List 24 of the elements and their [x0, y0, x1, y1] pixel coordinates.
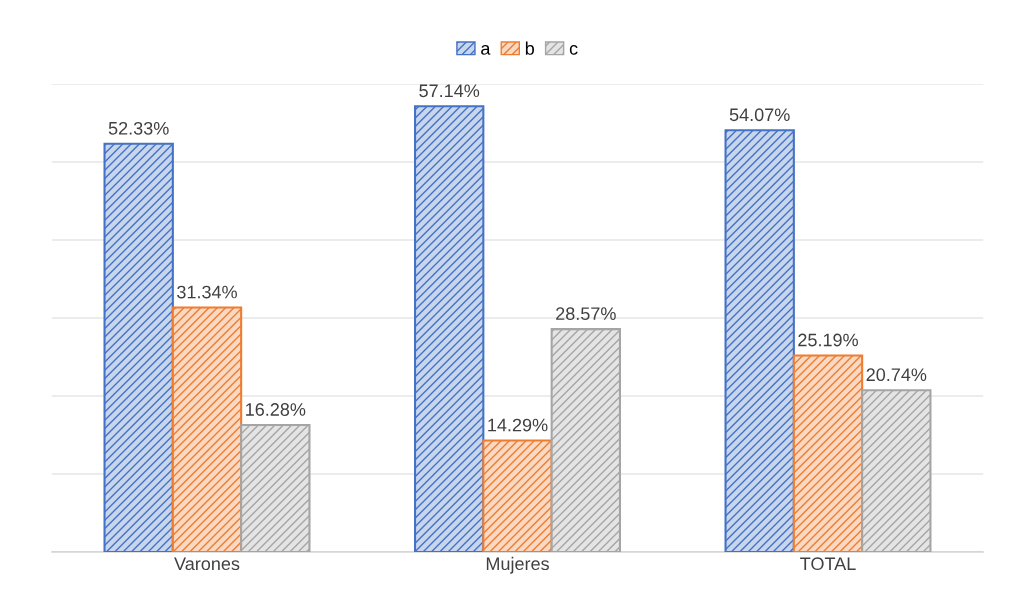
x-tick-label: Varones	[174, 557, 240, 571]
data-label: 16.28%	[246, 403, 306, 416]
bar	[482, 439, 553, 552]
data-label: 20.74%	[866, 368, 927, 382]
bar	[792, 354, 864, 552]
data-label: 57.14%	[419, 84, 480, 98]
bar	[171, 306, 243, 552]
bar	[550, 328, 621, 552]
data-label: 54.07%	[729, 108, 790, 122]
legend-label: b	[525, 41, 535, 55]
data-label: 28.57%	[556, 307, 616, 321]
bar	[240, 423, 311, 552]
legend-label: c	[569, 44, 578, 55]
bar	[861, 389, 932, 552]
data-label: 25.19%	[798, 333, 858, 347]
data-label: 52.33%	[108, 121, 169, 135]
bar	[724, 129, 795, 552]
x-tick-label: Mujeres	[486, 556, 549, 574]
legend-label: a	[481, 44, 491, 55]
bar	[413, 105, 485, 552]
data-label: 14.29%	[488, 418, 548, 432]
bar	[103, 142, 174, 552]
data-label: 31.34%	[177, 285, 237, 299]
x-tick-label: TOTAL	[800, 557, 856, 571]
